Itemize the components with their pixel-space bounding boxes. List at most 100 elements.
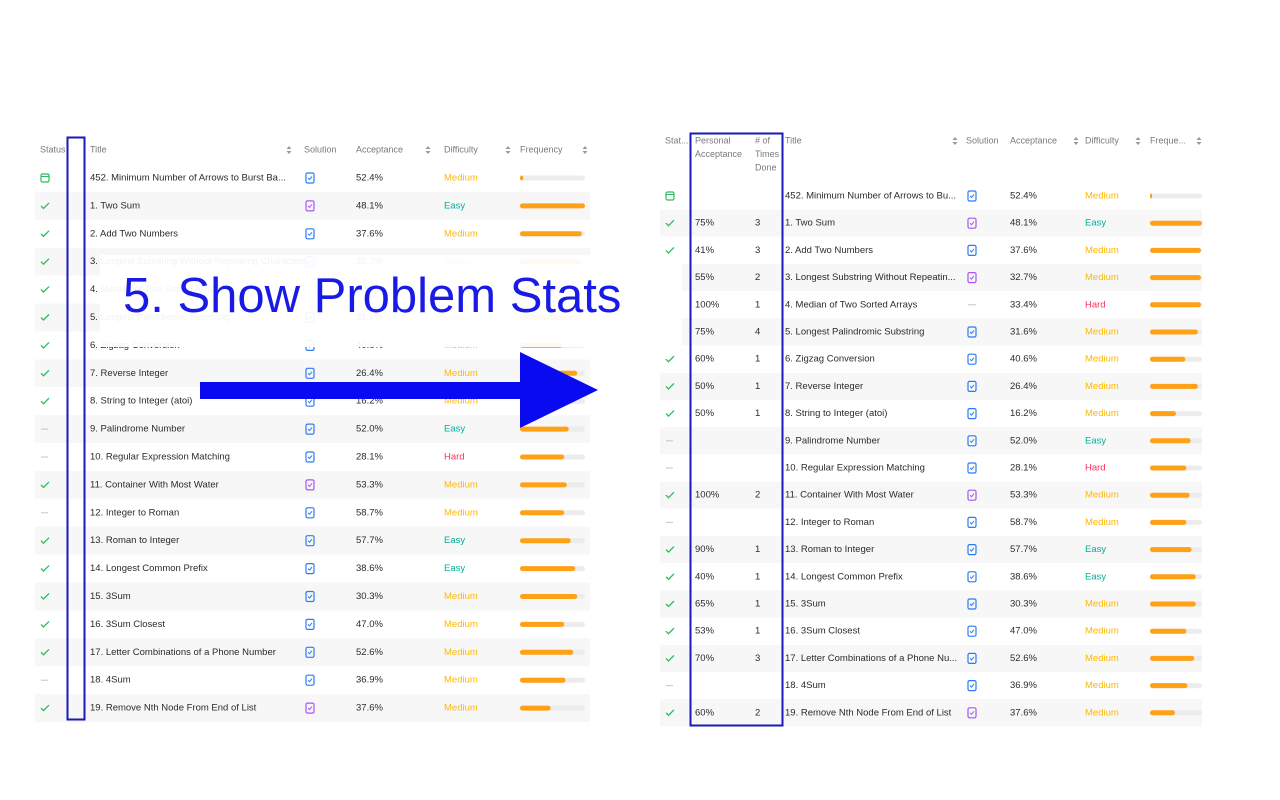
table-row[interactable]: 53% 1 16. 3Sum Closest 47.0% Medium	[660, 617, 1202, 645]
solution-icon-mark	[307, 371, 313, 376]
title[interactable]: 3. Longest Substring Without Repeatin...	[785, 272, 956, 283]
sort-icon[interactable]	[1073, 137, 1079, 140]
sort-icon[interactable]	[425, 146, 431, 149]
title[interactable]: 12. Integer to Roman	[785, 517, 874, 528]
table-row[interactable]: 12. Integer to Roman 58.7% Medium	[35, 498, 590, 527]
sort-icon[interactable]	[952, 137, 958, 140]
title[interactable]: 13. Roman to Integer	[90, 535, 179, 546]
table-row[interactable]: 60% 2 19. Remove Nth Node From End of List…	[660, 699, 1202, 727]
title[interactable]: 16. 3Sum Closest	[785, 626, 860, 637]
table-row[interactable]: 75% 4 5. Longest Palindromic Substring 31.6…	[660, 318, 1202, 346]
title[interactable]: 6. Zigzag Conversion	[785, 354, 875, 365]
difficulty: Medium	[444, 479, 478, 490]
personal-acceptance: 100%	[695, 490, 720, 501]
table-row[interactable]: 19. Remove Nth Node From End of List 37.6…	[35, 694, 590, 723]
title[interactable]: 7. Reverse Integer	[90, 368, 168, 379]
sort-icon[interactable]	[286, 146, 292, 149]
table-row[interactable]: 50% 1 8. String to Integer (atoi) 16.2% Medi…	[660, 400, 1202, 428]
solution-icon-mark	[969, 629, 975, 634]
title[interactable]: 12. Integer to Roman	[90, 507, 179, 518]
table-row[interactable]: 16. 3Sum Closest 47.0% Medium	[35, 610, 590, 639]
table-row[interactable]: 12. Integer to Roman 58.7% Medium	[660, 508, 1202, 536]
sort-icon	[952, 142, 958, 145]
title[interactable]: 5. Longest Palindromic Substring	[785, 327, 924, 338]
table-row[interactable]: 452. Minimum Number of Arrows to Bu... 52…	[660, 182, 1202, 210]
title[interactable]: 14. Longest Common Prefix	[785, 571, 903, 582]
title[interactable]: 4. Median of Two Sorted Arrays	[785, 299, 918, 310]
solution-article-icon	[967, 462, 977, 474]
table-row[interactable]: 18. 4Sum 36.9% Medium	[35, 666, 590, 695]
column-header: Status	[40, 144, 66, 154]
column-header: Difficulty	[1085, 135, 1119, 145]
table-row[interactable]: 41% 3 2. Add Two Numbers 37.6% Medium	[660, 236, 1202, 264]
column-header: Times	[755, 149, 780, 159]
table-row[interactable]: 50% 1 7. Reverse Integer 26.4% Medium	[660, 372, 1202, 400]
solution-article-icon	[967, 326, 977, 338]
sort-icon[interactable]	[1196, 137, 1202, 140]
title[interactable]: 15. 3Sum	[90, 591, 131, 602]
table-row[interactable]: 90% 1 13. Roman to Integer 57.7% Easy	[660, 536, 1202, 564]
table-row[interactable]: 11. Container With Most Water 53.3% Medium	[35, 470, 590, 499]
times-done: 1	[755, 354, 760, 365]
title[interactable]: 14. Longest Common Prefix	[90, 563, 208, 574]
table-row[interactable]: 1. Two Sum 48.1% Easy	[35, 191, 590, 220]
table-row[interactable]: 55% 2 3. Longest Substring Without Repeati…	[660, 264, 1202, 292]
title[interactable]: 9. Palindrome Number	[785, 435, 880, 446]
frequency-track	[1150, 193, 1202, 199]
title[interactable]: 10. Regular Expression Matching	[785, 463, 925, 474]
title[interactable]: 1. Two Sum	[785, 218, 835, 229]
table-row[interactable]: 75% 3 1. Two Sum 48.1% Easy	[660, 209, 1202, 237]
frequency-bar	[1150, 193, 1153, 199]
title[interactable]: 10. Regular Expression Matching	[90, 452, 230, 463]
title[interactable]: 19. Remove Nth Node From End of List	[785, 707, 952, 718]
table-row[interactable]: 100% 1 4. Median of Two Sorted Arrays 33.4%…	[660, 291, 1202, 319]
sort-icon[interactable]	[582, 146, 588, 149]
title[interactable]: 452. Minimum Number of Arrows to Burst B…	[90, 173, 286, 184]
frequency-bar	[1150, 574, 1196, 580]
title[interactable]: 19. Remove Nth Node From End of List	[90, 703, 257, 714]
table-row[interactable]: 70% 3 17. Letter Combinations of a Phone N…	[660, 644, 1202, 672]
table-row[interactable]: 15. 3Sum 30.3% Medium	[35, 582, 590, 611]
title[interactable]: 17. Letter Combinations of a Phone Numbe…	[90, 647, 276, 658]
difficulty: Medium	[1085, 327, 1119, 338]
status-solved-icon	[40, 202, 50, 210]
title[interactable]: 18. 4Sum	[90, 675, 131, 686]
frequency-bar	[520, 510, 565, 516]
table-row[interactable]: 65% 1 15. 3Sum 30.3% Medium	[660, 590, 1202, 618]
title[interactable]: 11. Container With Most Water	[785, 490, 914, 501]
table-row[interactable]: 18. 4Sum 36.9% Medium	[660, 672, 1202, 700]
table-row[interactable]: 100% 2 11. Container With Most Water 53.3% M…	[660, 481, 1202, 509]
table-row[interactable]: 10. Regular Expression Matching 28.1% Hard	[660, 454, 1202, 482]
title[interactable]: 15. 3Sum	[785, 599, 826, 610]
title[interactable]: 8. String to Integer (atoi)	[785, 408, 887, 419]
title[interactable]: 452. Minimum Number of Arrows to Bu...	[785, 191, 956, 202]
table-row[interactable]: 40% 1 14. Longest Common Prefix 38.6% Easy	[660, 563, 1202, 591]
sort-icon[interactable]	[505, 146, 511, 149]
title[interactable]: 18. 4Sum	[785, 680, 826, 691]
table-row[interactable]: 452. Minimum Number of Arrows to Burst B…	[35, 164, 590, 192]
title[interactable]: 1. Two Sum	[90, 200, 140, 211]
title[interactable]: 9. Palindrome Number	[90, 424, 185, 435]
sort-icon[interactable]	[1135, 137, 1141, 140]
row-background	[660, 264, 1202, 292]
table-row[interactable]: 9. Palindrome Number 52.0% Easy	[660, 427, 1202, 455]
table-row[interactable]: 13. Roman to Integer 57.7% Easy	[35, 526, 590, 555]
title[interactable]: 17. Letter Combinations of a Phone Nu...	[785, 653, 957, 664]
table-row[interactable]: 60% 1 6. Zigzag Conversion 40.6% Medium	[660, 345, 1202, 373]
title[interactable]: 7. Reverse Integer	[785, 381, 863, 392]
table-row[interactable]: 10. Regular Expression Matching 28.1% Hard	[35, 443, 590, 471]
difficulty: Medium	[444, 507, 478, 518]
table-row[interactable]: 9. Palindrome Number 52.0% Easy	[35, 415, 590, 444]
title[interactable]: 11. Container With Most Water	[90, 479, 219, 490]
title[interactable]: 2. Add Two Numbers	[90, 228, 178, 239]
table-row[interactable]: 14. Longest Common Prefix 38.6% Easy	[35, 554, 590, 583]
table-row[interactable]: 17. Letter Combinations of a Phone Numbe…	[35, 638, 590, 667]
title[interactable]: 8. String to Integer (atoi)	[90, 396, 192, 407]
table-row[interactable]: 2. Add Two Numbers 37.6% Medium	[35, 219, 590, 248]
title[interactable]: 16. 3Sum Closest	[90, 619, 165, 630]
title[interactable]: 13. Roman to Integer	[785, 544, 874, 555]
solution-icon-mark	[307, 510, 313, 516]
status-solved-icon	[40, 230, 50, 238]
title[interactable]: 2. Add Two Numbers	[785, 245, 873, 256]
solution-article-icon	[967, 408, 977, 420]
